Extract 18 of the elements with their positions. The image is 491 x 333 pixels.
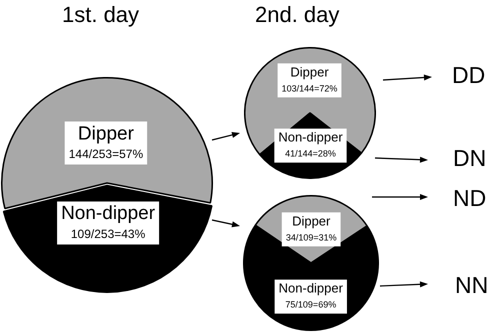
data-label: 75/109=69%	[285, 300, 336, 310]
slice-label: Dipper	[78, 123, 135, 144]
slice-label: Non-dipper	[278, 130, 344, 145]
data-label: 144/253=57%	[68, 146, 144, 161]
text: NN	[455, 272, 488, 299]
text: DN	[453, 145, 486, 172]
slice-label: Dipper	[290, 64, 330, 80]
data-label: 34/109=31%	[286, 232, 337, 242]
slice-label: Non-dipper	[61, 203, 156, 224]
slice-label: Non-dipper	[278, 280, 344, 296]
chart-title: 2nd. day	[255, 2, 340, 28]
slice-label: Dipper	[292, 213, 332, 228]
data-label: 103/144=72%	[282, 83, 338, 94]
text: ND	[453, 185, 486, 212]
text: DD	[452, 62, 486, 89]
data-label: 109/253=43%	[70, 226, 146, 241]
chart-title: 1st. day	[62, 2, 140, 28]
data-label: 41/144=28%	[285, 148, 336, 159]
